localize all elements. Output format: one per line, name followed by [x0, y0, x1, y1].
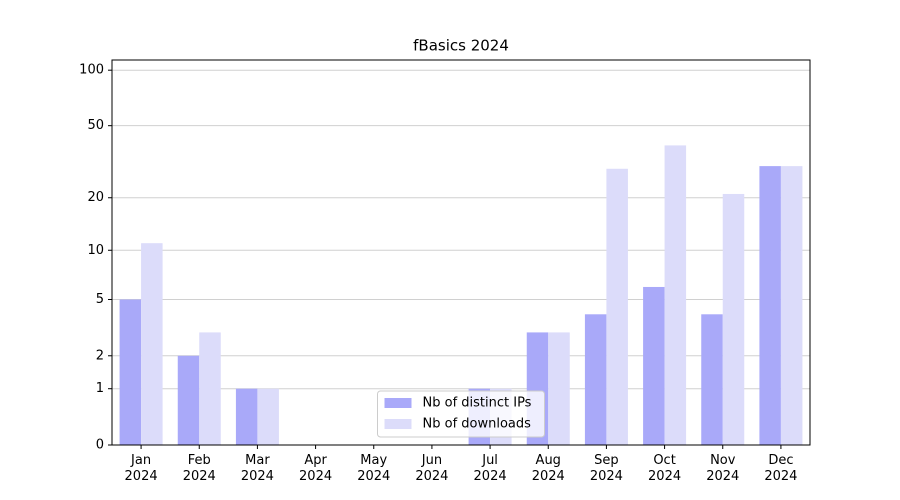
y-tick-label: 50: [87, 118, 104, 133]
y-tick-label: 1: [96, 381, 104, 396]
y-tick-label: 5: [96, 292, 104, 307]
bar: [701, 314, 723, 445]
y-tick-label: 0: [96, 438, 104, 453]
x-tick-label: Apr 2024: [299, 453, 333, 484]
y-tick-label: 20: [87, 190, 104, 205]
bar: [759, 166, 781, 445]
legend-label: Nb of distinct IPs: [423, 396, 532, 411]
bar: [643, 286, 665, 445]
x-tick-label: Sep 2024: [589, 453, 623, 484]
x-tick-label: Jan 2024: [124, 453, 158, 484]
bar: [780, 166, 803, 445]
bar: [548, 332, 570, 445]
legend-box: [377, 390, 545, 438]
chart-title: fBasics 2024: [413, 37, 509, 55]
x-tick-label: Nov 2024: [706, 453, 740, 484]
bar: [722, 193, 745, 445]
plot-frame: [111, 59, 811, 446]
bar: [257, 388, 279, 445]
legend-label: Nb of downloads: [423, 417, 532, 432]
x-tick-label: Mar 2024: [240, 453, 274, 484]
bar: [141, 243, 163, 445]
y-tick-label: 100: [79, 63, 104, 78]
bar: [199, 332, 221, 445]
bar: [177, 355, 200, 445]
x-tick-label: Jun 2024: [415, 453, 449, 484]
y-tick-label: 2: [96, 348, 104, 363]
x-tick-label: May 2024: [357, 453, 391, 484]
x-tick-label: Aug 2024: [531, 453, 565, 484]
x-tick-label: Jul 2024: [473, 453, 507, 484]
bar: [664, 145, 687, 445]
x-tick-label: Dec 2024: [764, 453, 798, 484]
bar: [235, 388, 258, 445]
x-tick-label: Feb 2024: [182, 453, 216, 484]
bar: [606, 168, 628, 445]
bar: [584, 314, 607, 445]
x-tick-label: Oct 2024: [648, 453, 682, 484]
bar: [119, 299, 142, 445]
y-tick-label: 10: [87, 243, 104, 258]
legend-swatch: [384, 419, 412, 429]
legend-swatch: [384, 398, 412, 408]
